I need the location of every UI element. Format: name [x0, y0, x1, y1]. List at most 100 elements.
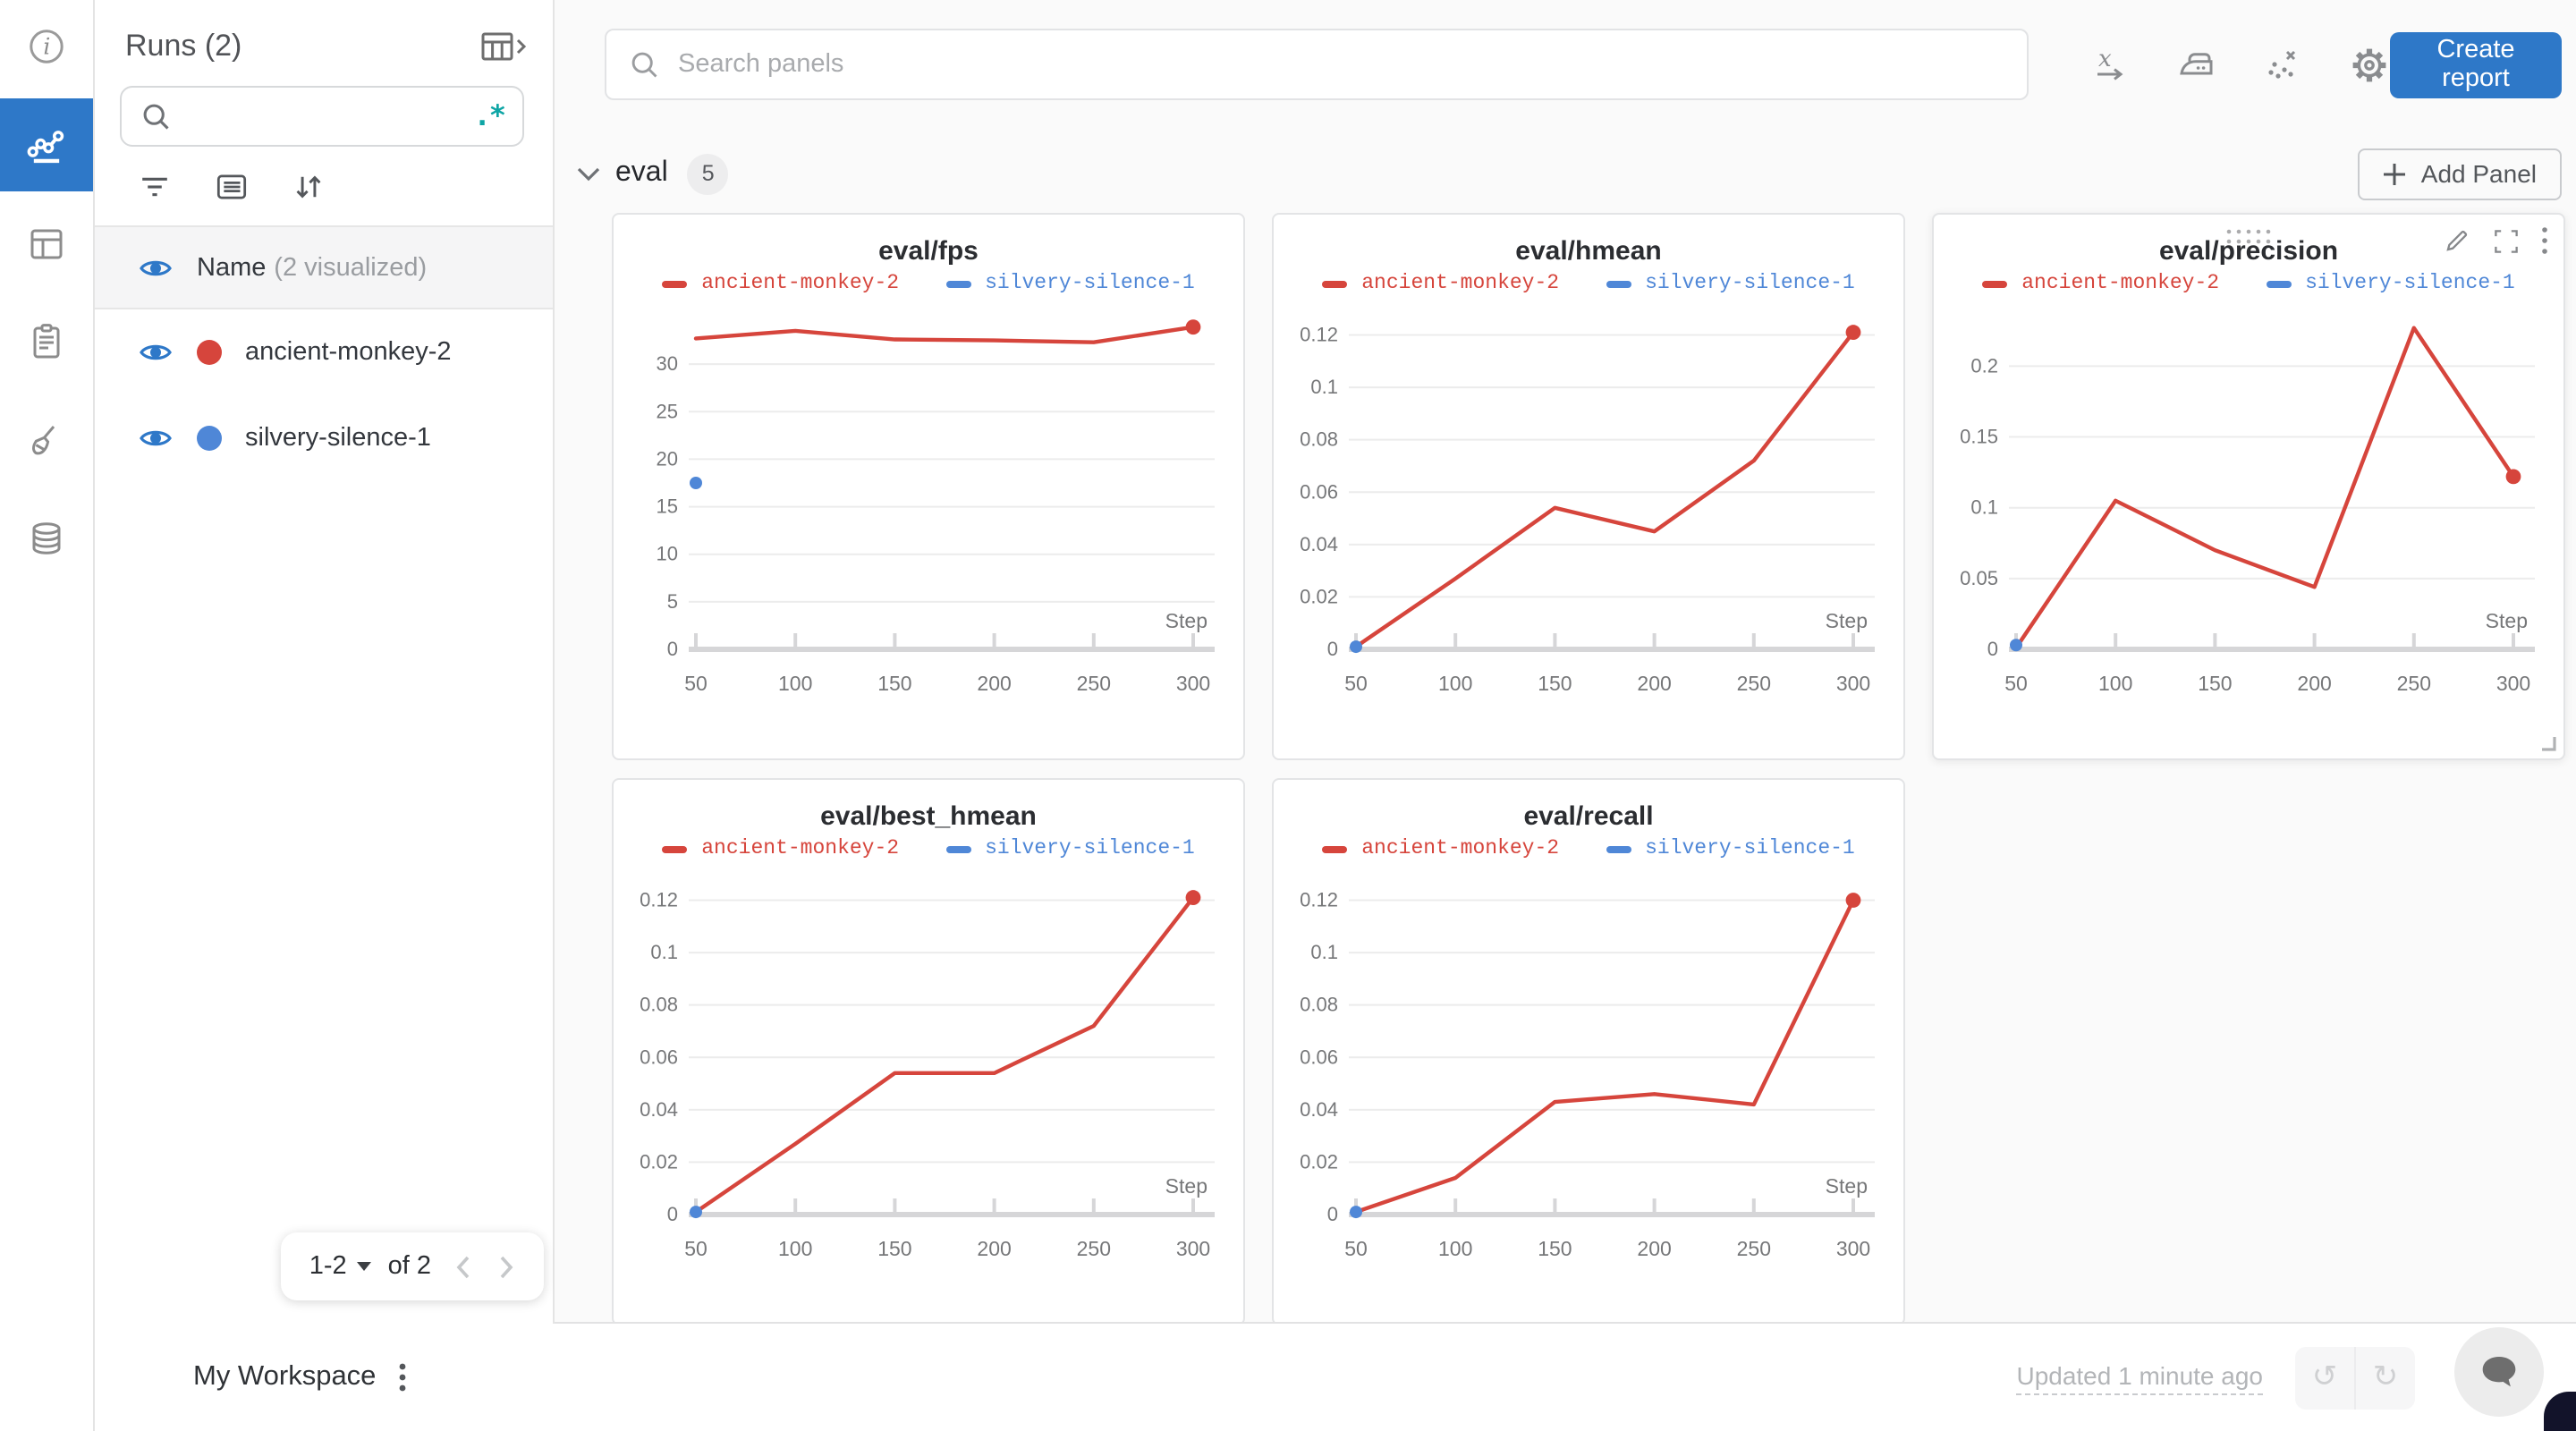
panel-resize-handle-icon[interactable]	[2537, 732, 2560, 755]
chart-plot[interactable]: 0 0.02 0.04 0.06 0.08 0.1 0.12 50 100 150 200 250 30…	[1288, 864, 1889, 1290]
undo-icon[interactable]: ↺	[2311, 1359, 2338, 1395]
expand-runs-table-icon[interactable]	[479, 29, 528, 64]
next-page-icon[interactable]	[497, 1253, 515, 1280]
outlier-scatter-icon[interactable]	[2261, 43, 2304, 86]
legend-swatch	[2266, 280, 2292, 287]
run-color-dot	[197, 426, 222, 451]
panel-card-eval-best-hmean[interactable]: eval/best_hmean ancient-monkey-2 silvery-s…	[612, 778, 1245, 1325]
legend-swatch	[662, 845, 688, 852]
chart-plot[interactable]: 0 0.02 0.04 0.06 0.08 0.1 0.12 50 100 150 200 250 30…	[628, 864, 1229, 1290]
svg-text:25: 25	[657, 400, 678, 422]
chart-legend: ancient-monkey-2 silvery-silence-1	[614, 837, 1243, 860]
svg-text:Step: Step	[1165, 1174, 1208, 1198]
table-icon[interactable]	[0, 197, 93, 290]
chart-plot[interactable]: 0 0.02 0.04 0.06 0.08 0.1 0.12 50 100 150 200 250 30…	[1288, 299, 1889, 724]
legend-label: silvery-silence-1	[1645, 272, 1855, 295]
panel-search-input[interactable]	[674, 48, 2005, 80]
add-panel-button[interactable]: Add Panel	[2358, 148, 2562, 199]
legend-item[interactable]: ancient-monkey-2	[1322, 837, 1559, 860]
svg-text:150: 150	[877, 672, 911, 695]
runs-panel: Runs (2) .* N	[93, 0, 555, 1324]
runs-pagination: 1-2 of 2	[280, 1232, 544, 1300]
runs-search-input[interactable]	[184, 101, 474, 131]
legend-item[interactable]: silvery-silence-1	[1606, 272, 1855, 295]
clipboard-icon[interactable]	[0, 295, 93, 388]
chat-support-button[interactable]	[2454, 1327, 2544, 1417]
svg-text:250: 250	[2397, 672, 2431, 695]
svg-text:100: 100	[2098, 672, 2132, 695]
info-icon[interactable]: i	[0, 0, 93, 93]
legend-item[interactable]: silvery-silence-1	[945, 272, 1195, 295]
name-column-label: Name	[197, 253, 267, 282]
svg-text:300: 300	[2496, 672, 2530, 695]
chart-plot[interactable]: 0 0.05 0.1 0.15 0.2 50 100 150 200 250 300 Step	[1948, 299, 2549, 724]
prev-page-icon[interactable]	[454, 1253, 472, 1280]
legend-item[interactable]: ancient-monkey-2	[662, 837, 899, 860]
eye-icon[interactable]	[138, 420, 174, 456]
svg-text:0.12: 0.12	[1300, 324, 1338, 346]
svg-text:250: 250	[1077, 1237, 1111, 1260]
legend-swatch	[1606, 845, 1631, 852]
legend-item[interactable]: silvery-silence-1	[2266, 272, 2515, 295]
legend-swatch	[945, 280, 971, 287]
legend-item[interactable]: ancient-monkey-2	[662, 272, 899, 295]
panel-card-eval-hmean[interactable]: eval/hmean ancient-monkey-2 silvery-silenc…	[1272, 213, 1905, 760]
svg-text:100: 100	[778, 1237, 812, 1260]
fullscreen-icon[interactable]	[2492, 226, 2521, 255]
chart-legend: ancient-monkey-2 silvery-silence-1	[614, 272, 1243, 295]
runs-name-header-row[interactable]: Name (2 visualized)	[93, 225, 553, 309]
svg-text:200: 200	[977, 672, 1011, 695]
panel-drag-handle-icon[interactable]	[2222, 224, 2275, 256]
panel-menu-kebab-icon[interactable]	[2540, 225, 2549, 256]
legend-swatch	[945, 845, 971, 852]
panel-card-eval-fps[interactable]: eval/fps ancient-monkey-2 silvery-silence-…	[612, 213, 1245, 760]
line-chart-icon[interactable]	[0, 98, 93, 191]
legend-label: ancient-monkey-2	[1361, 837, 1560, 860]
svg-text:150: 150	[877, 1237, 911, 1260]
section-collapse-chevron-icon[interactable]	[576, 165, 601, 182]
updated-timestamp[interactable]: Updated 1 minute ago	[2016, 1360, 2263, 1394]
svg-text:200: 200	[1637, 672, 1671, 695]
svg-text:250: 250	[1737, 672, 1771, 695]
legend-item[interactable]: ancient-monkey-2	[1322, 272, 1559, 295]
svg-text:5: 5	[667, 590, 678, 613]
run-color-dot	[197, 340, 222, 365]
page-range-dropdown[interactable]: 1-2 of 2	[309, 1252, 431, 1281]
legend-item[interactable]: silvery-silence-1	[945, 837, 1195, 860]
legend-label: ancient-monkey-2	[1361, 272, 1560, 295]
workspace-menu-kebab-icon[interactable]	[397, 1358, 408, 1397]
settings-gear-icon[interactable]	[2347, 43, 2390, 86]
smoothing-iron-icon[interactable]	[2175, 43, 2218, 86]
edit-panel-pencil-icon[interactable]	[2442, 225, 2472, 256]
legend-item[interactable]: ancient-monkey-2	[1982, 272, 2219, 295]
group-list-icon[interactable]	[215, 170, 249, 204]
regex-toggle-icon[interactable]: .*	[473, 98, 506, 132]
left-nav-rail: i	[0, 0, 95, 1431]
legend-item[interactable]: silvery-silence-1	[1606, 837, 1855, 860]
panel-card-eval-precision[interactable]: eval/precision ancient-monkey-2 silvery-si…	[1932, 213, 2565, 760]
svg-text:0.02: 0.02	[1300, 1150, 1338, 1173]
run-row[interactable]: silvery-silence-1	[93, 395, 553, 481]
panel-card-eval-recall[interactable]: eval/recall ancient-monkey-2 silvery-silen…	[1272, 778, 1905, 1325]
svg-text:Step: Step	[1165, 609, 1208, 632]
filter-icon[interactable]	[138, 170, 172, 204]
plus-icon	[2384, 163, 2406, 184]
sort-icon[interactable]	[292, 170, 326, 204]
legend-label: ancient-monkey-2	[701, 837, 900, 860]
svg-text:15: 15	[657, 495, 678, 518]
run-row[interactable]: ancient-monkey-2	[93, 309, 553, 395]
section-name[interactable]: eval	[615, 157, 668, 188]
legend-label: silvery-silence-1	[1645, 837, 1855, 860]
chart-plot[interactable]: 0 5 10 15 20 25 30 50 100 150 200 250 300 Step	[628, 299, 1229, 724]
database-icon[interactable]	[0, 492, 93, 585]
svg-text:30: 30	[657, 352, 678, 375]
redo-icon[interactable]: ↻	[2354, 1346, 2415, 1409]
legend-label: silvery-silence-1	[2305, 272, 2515, 295]
legend-swatch	[1982, 280, 2008, 287]
eye-icon[interactable]	[138, 250, 174, 285]
undo-redo-group: ↺ ↻	[2295, 1346, 2415, 1409]
eye-icon[interactable]	[138, 334, 174, 370]
create-report-button[interactable]: Create report	[2390, 31, 2562, 97]
x-axis-icon[interactable]: x	[2089, 43, 2132, 86]
brush-icon[interactable]	[0, 394, 93, 487]
